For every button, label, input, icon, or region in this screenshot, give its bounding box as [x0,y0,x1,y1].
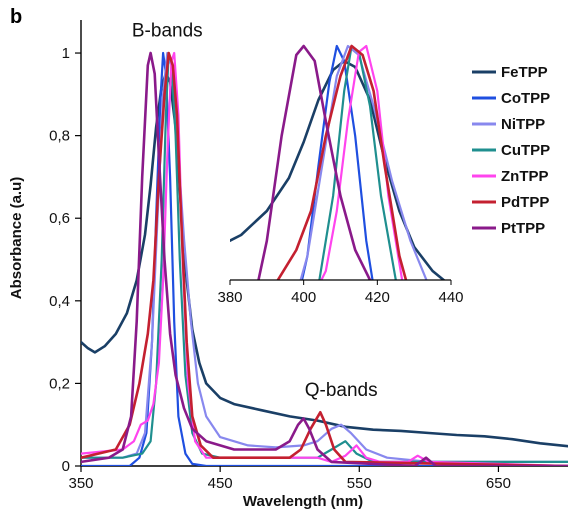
series-line-pttpp [81,51,568,466]
annotation-label: B-bands [132,21,203,42]
main-plot: 0 0,2 0,4 0,6 0,8 1 350 450 550 650 [49,20,568,492]
series-line-nitpp [81,51,568,463]
x-tick-label: 350 [68,475,93,492]
y-tick-label: 0,8 [49,128,70,145]
inset-x-tick-label: 400 [291,289,316,306]
y-tick-label: 0,2 [49,375,70,392]
inset-series-line-fetpp [230,59,446,280]
x-tick-label: 550 [347,475,372,492]
legend: FeTPP CoTPP NiTPP CuTPP ZnTPP PdTPP PtTPP [472,64,550,237]
legend-label: CoTPP [501,90,550,107]
legend-label: NiTPP [501,116,545,133]
y-tick-label: 1 [62,45,70,62]
inset-series-line-cotpp [300,44,374,280]
y-axis-title: Absorbance (a.u) [8,177,25,300]
inset-x-tick-label: 420 [365,289,390,306]
legend-label: PtTPP [501,220,545,237]
inset-curves [230,44,446,280]
y-tick-label: 0,6 [49,210,70,227]
x-axis-title: Wavelength (nm) [243,493,363,510]
legend-label: CuTPP [501,142,550,159]
legend-label: ZnTPP [501,168,549,185]
legend-label: FeTPP [501,64,548,81]
x-tick-label: 450 [208,475,233,492]
inset-series-line-cutpp [318,44,398,280]
main-curves [81,51,568,466]
series-line-pdtpp [81,51,568,466]
y-tick-label: 0 [62,458,70,475]
y-tick-label: 0,4 [49,293,70,310]
series-line-cotpp [81,51,568,466]
inset-series-line-pttpp [257,44,372,280]
inset-x-tick-label: 440 [438,289,463,306]
annotations: B-bands Q-bands [132,21,378,401]
panel-letter: b [10,6,22,28]
inset-series-line-pdtpp [276,44,408,280]
legend-label: PdTPP [501,194,549,211]
x-tick-label: 650 [486,475,511,492]
inset-x-tick-label: 380 [217,289,242,306]
annotation-label: Q-bands [305,380,378,401]
inset-plot: 380 400 420 440 [217,44,464,306]
series-line-cutpp [81,51,568,463]
inset-series-line-nitpp [299,44,428,280]
